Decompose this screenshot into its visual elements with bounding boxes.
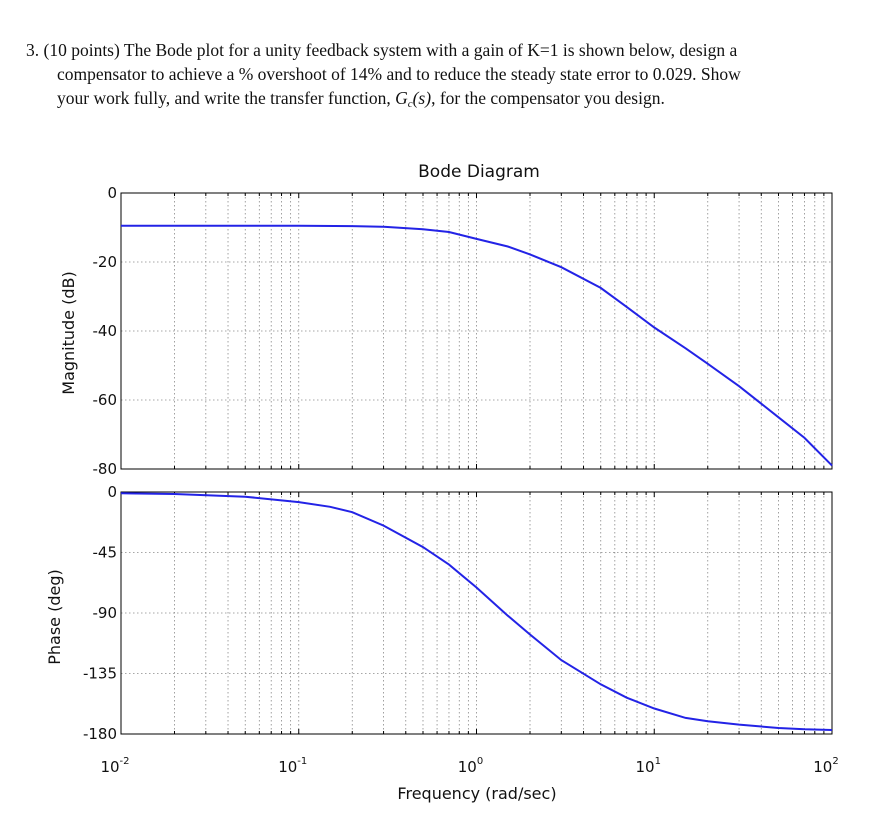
- x-tick-labels: 10-2 10-1 100 101 102: [100, 756, 838, 776]
- magnitude-series-line: [121, 224, 833, 467]
- y-tick-label: 0: [107, 483, 117, 501]
- phase-panel: 0 -45 -90 -135 -180: [83, 483, 833, 743]
- magnitude-panel: 0 -20 -40 -60 -80: [93, 184, 833, 478]
- question-line-3: your work fully, and write the transfer …: [26, 86, 876, 116]
- question-line-1-text: The Bode plot for a unity feedback syste…: [123, 40, 738, 60]
- y-tick-label: -80: [93, 460, 118, 478]
- x-tick-label: 10-1: [278, 756, 307, 776]
- question-line-3-pre: your work fully, and write the transfer …: [57, 88, 396, 108]
- tf-subscript: c: [407, 98, 413, 110]
- y-tick-label: -135: [83, 665, 117, 683]
- y-tick-label: -60: [93, 391, 118, 409]
- question-line-2: compensator to achieve a % overshoot of …: [57, 64, 741, 84]
- x-tick-label: 102: [813, 756, 838, 776]
- y-tick-label: -180: [83, 725, 117, 743]
- x-tick-label: 10-2: [100, 756, 129, 776]
- y-tick-label: -40: [93, 322, 118, 340]
- x-tick-label: 100: [458, 756, 483, 776]
- y-tick-label: -90: [93, 604, 118, 622]
- transfer-function-symbol: Gc(s): [395, 88, 432, 110]
- y-tick-label: -45: [93, 544, 118, 562]
- tf-symbol: G: [395, 88, 408, 108]
- phase-axis-label: Phase (deg): [45, 569, 64, 665]
- y-tick-label: -20: [93, 253, 118, 271]
- question-points: (10 points): [43, 40, 120, 60]
- question-line-3-post: , for the compensator you design.: [431, 88, 665, 108]
- tf-arg: (s): [412, 88, 432, 108]
- question-text: 3. (10 points) The Bode plot for a unity…: [26, 38, 876, 116]
- question-line-1: 3. (10 points) The Bode plot for a unity…: [26, 38, 876, 62]
- phase-series-line: [120, 492, 833, 731]
- y-tick-label: 0: [107, 184, 117, 202]
- x-tick-label: 101: [636, 756, 661, 776]
- question-number: 3.: [26, 40, 40, 60]
- x-axis-label: Frequency (rad/sec): [397, 784, 556, 803]
- magnitude-axis-label: Magnitude (dB): [59, 271, 78, 394]
- chart-title: Bode Diagram: [418, 162, 540, 182]
